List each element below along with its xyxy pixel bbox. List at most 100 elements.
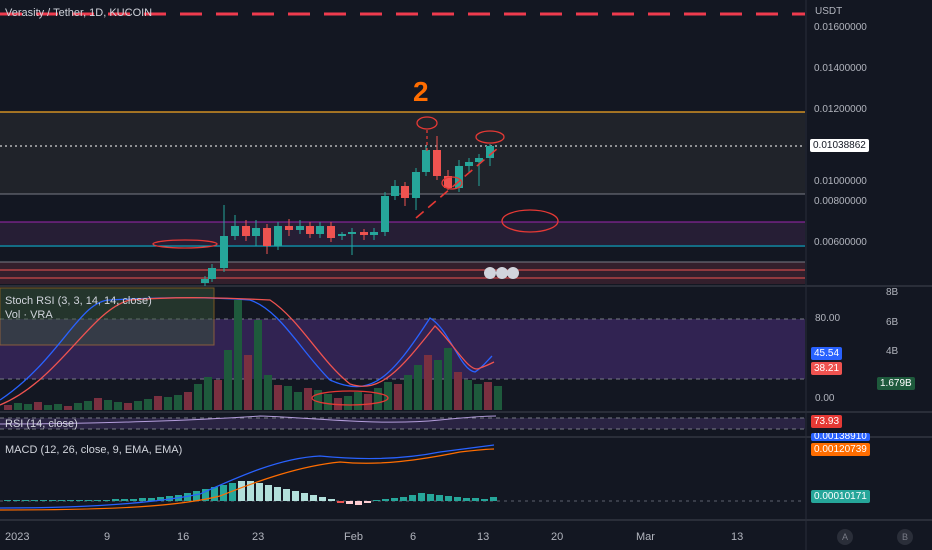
signal-line: [0, 448, 495, 511]
macd-hist-bar: [139, 498, 146, 501]
price-tick: 0.01400000: [814, 63, 867, 74]
currency-label: USDT: [815, 6, 843, 17]
time-label: 13: [477, 531, 490, 543]
macd-hist-bar: [67, 500, 74, 501]
macd-hist-bar: [463, 498, 470, 501]
price-tick: 0.01000000: [814, 176, 867, 187]
macd-label[interactable]: MACD (12, 26, close, 9, EMA, EMA): [5, 444, 183, 456]
candle-body: [475, 158, 483, 162]
macd-hist-bar: [409, 495, 416, 501]
macd-hist-bar: [130, 499, 137, 501]
macd-hist-bar: [472, 498, 479, 501]
macd-hist-bar: [346, 501, 353, 504]
volume-bar: [164, 397, 172, 410]
macd-hist-bar: [391, 498, 398, 501]
time-label: 13: [731, 531, 744, 543]
volume-bar: [44, 405, 52, 410]
volume-bar: [434, 360, 442, 410]
auto-scale-button[interactable]: A: [837, 529, 853, 545]
stoch-upper-tick: 80.00: [815, 313, 841, 324]
volume-bar: [124, 403, 132, 410]
volume-bar: [484, 382, 492, 410]
time-label: 23: [252, 531, 265, 543]
volume-bar: [224, 350, 232, 410]
volume-bar: [244, 355, 252, 410]
candle-body: [316, 226, 324, 234]
volume-bar: [114, 402, 122, 410]
macd-hist-bar: [454, 497, 461, 501]
volume-bar: [374, 388, 382, 410]
stoch-rsi-label[interactable]: Stoch RSI (3, 3, 14, 14, close): [5, 295, 152, 307]
macd-hist-bar: [4, 500, 11, 501]
macd-hist-bar: [328, 499, 335, 501]
stoch-k-tag: 45.54: [811, 347, 843, 360]
macd-hist-bar: [247, 481, 254, 501]
macd-histogram: [4, 481, 497, 505]
macd-hist-bar: [184, 493, 191, 501]
volume-bar: [144, 399, 152, 410]
macd-hist-bar: [436, 495, 443, 501]
price-tick: 0.00800000: [814, 196, 867, 207]
annotation-ellipse: [501, 209, 559, 233]
volume-bar: [464, 380, 472, 410]
candle-body: [285, 226, 293, 230]
lower-zone: [0, 222, 805, 247]
volume-bar: [444, 348, 452, 410]
volume-bar: [104, 400, 112, 410]
annotation-ellipse: [311, 390, 389, 406]
annotation-ellipse: [475, 130, 505, 144]
candle-body: [263, 228, 271, 246]
macd-hist-bar: [58, 500, 65, 501]
volume-bar: [454, 372, 462, 410]
rsi-band: [0, 418, 805, 429]
log-scale-button[interactable]: B: [897, 529, 913, 545]
macd-hist-bar: [382, 499, 389, 501]
stoch-lower-tick: 0.00: [815, 393, 835, 404]
volume-bar: [334, 398, 342, 410]
macd-hist-bar: [121, 499, 128, 501]
resistance-zone: [0, 112, 805, 194]
volume-bar: [134, 401, 142, 410]
candle-body: [370, 232, 378, 235]
macd-hist-bar: [157, 497, 164, 501]
volume-bar: [294, 392, 302, 410]
candle-body: [455, 166, 463, 188]
volume-bar: [254, 320, 262, 410]
macd-hist-bar: [490, 497, 497, 501]
candle-body: [444, 176, 452, 188]
price-tick: 0.01200000: [814, 104, 867, 115]
rsi-label[interactable]: RSI (14, close): [5, 418, 78, 430]
stoch-d-line: [0, 297, 495, 406]
volume-bar: [404, 375, 412, 410]
macd-hist-tag: 0.00010171: [811, 490, 870, 503]
volume-bar: [344, 396, 352, 410]
volume-bar: [414, 365, 422, 410]
volume-bar: [314, 390, 322, 410]
volume-bar: [494, 386, 502, 410]
macd-hist-bar: [94, 500, 101, 501]
annotation-ellipse: [416, 116, 438, 130]
candle-body: [391, 186, 399, 196]
volume-bar: [304, 388, 312, 410]
volume-bar: [64, 406, 72, 410]
symbol-title[interactable]: Verasity / Tether, 1D, KUCOIN: [5, 7, 153, 19]
macd-hist-bar: [445, 496, 452, 501]
macd-hist-bar: [31, 500, 38, 501]
time-label: 2023: [5, 531, 30, 543]
volume-bar: [84, 401, 92, 410]
annotation-trendline: [415, 147, 499, 219]
candle-body: [208, 268, 216, 279]
macd-hist-bar: [265, 485, 272, 501]
time-label: Mar: [636, 531, 655, 543]
volume-bar: [234, 300, 242, 410]
candle-body: [412, 172, 420, 198]
macd-hist-bar: [211, 487, 218, 501]
volume-bar: [364, 394, 372, 410]
macd-hist-bar: [418, 493, 425, 501]
stoch-d-tag: 38.21: [811, 362, 843, 375]
price-tick: 0.00600000: [814, 237, 867, 248]
macd-value-tag: 0.00138910: [811, 433, 870, 441]
current-price-tag: 0.01038862: [810, 139, 869, 152]
volume-label[interactable]: Vol · VRA: [5, 309, 53, 321]
